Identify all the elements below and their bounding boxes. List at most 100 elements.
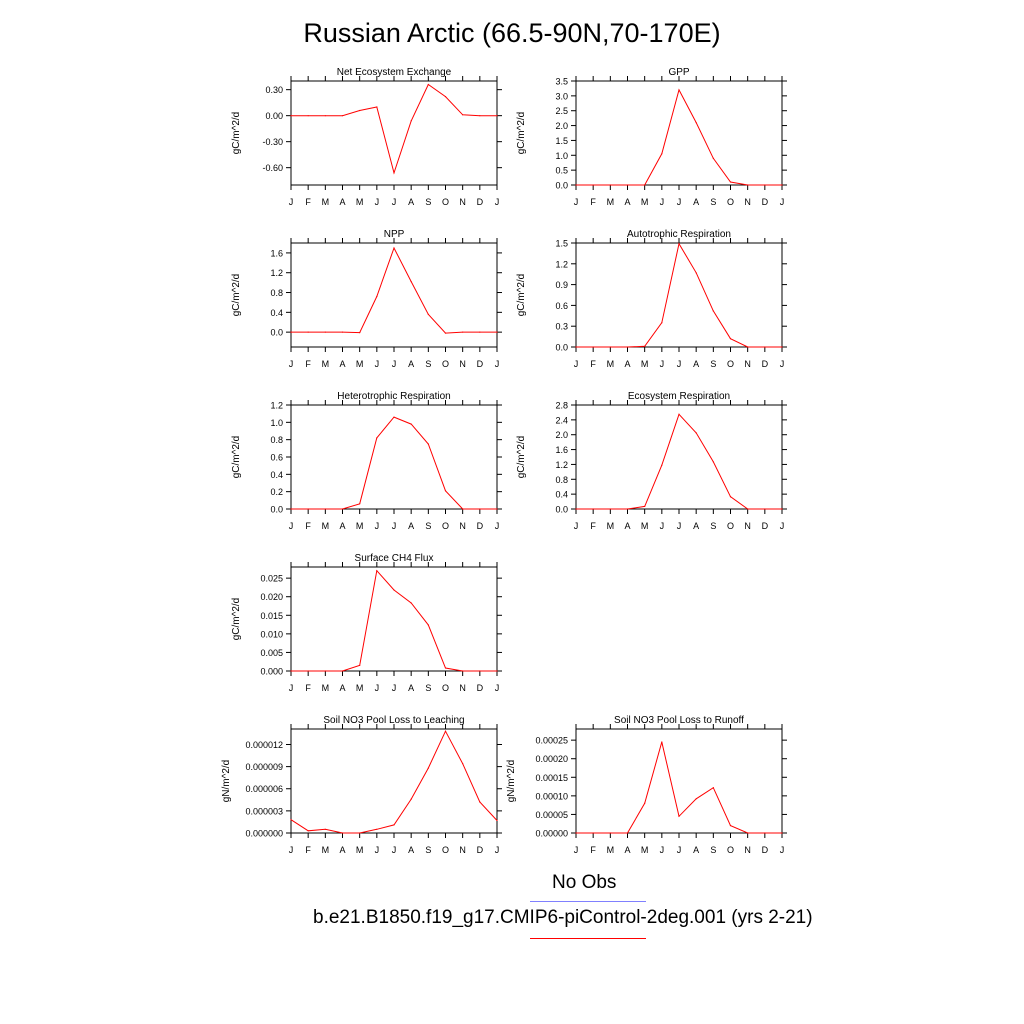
data-point-npp-3 bbox=[341, 331, 344, 333]
data-point-nee-3 bbox=[341, 115, 344, 117]
x-tick-label-gpp-11: D bbox=[762, 197, 769, 207]
y-tick-label-ch4-0: 0.000 bbox=[260, 667, 283, 677]
x-tick-label-npp-6: J bbox=[392, 359, 397, 369]
x-tick-label-er-10: N bbox=[744, 521, 751, 531]
data-point-hr-7 bbox=[410, 423, 412, 425]
x-tick-label-gpp-7: A bbox=[693, 197, 699, 207]
x-tick-label-runoff-12: J bbox=[780, 845, 785, 855]
y-tick-label-er-6: 2.4 bbox=[555, 415, 568, 425]
x-tick-label-nee-6: J bbox=[392, 197, 397, 207]
data-point-er-2 bbox=[609, 508, 611, 510]
x-tick-label-er-0: J bbox=[574, 521, 579, 531]
y-tick-label-er-4: 1.6 bbox=[555, 445, 568, 455]
x-tick-label-leach-11: D bbox=[477, 845, 484, 855]
x-tick-label-npp-8: S bbox=[425, 359, 431, 369]
x-tick-label-gpp-0: J bbox=[574, 197, 579, 207]
data-point-npp-1 bbox=[307, 331, 309, 333]
data-point-runoff-2 bbox=[609, 832, 611, 834]
data-point-npp-11 bbox=[479, 331, 481, 333]
data-point-er-10 bbox=[747, 508, 749, 510]
data-point-er-0 bbox=[575, 508, 577, 510]
panel-title-hr: Heterotrophic Respiration bbox=[337, 391, 450, 402]
x-tick-label-hr-12: J bbox=[495, 521, 500, 531]
x-tick-label-hr-8: S bbox=[425, 521, 431, 531]
data-point-runoff-1 bbox=[592, 832, 594, 834]
data-point-leach-1 bbox=[307, 830, 309, 832]
data-point-ch4-10 bbox=[462, 670, 464, 672]
data-point-runoff-11 bbox=[764, 832, 766, 834]
data-point-ch4-9 bbox=[444, 667, 447, 669]
data-point-hr-4 bbox=[359, 503, 361, 505]
data-point-runoff-5 bbox=[661, 741, 663, 743]
data-point-er-12 bbox=[781, 508, 783, 510]
x-tick-label-er-4: M bbox=[641, 521, 649, 531]
data-point-nee-5 bbox=[376, 106, 378, 108]
data-point-leach-3 bbox=[341, 832, 344, 834]
x-tick-label-nee-2: M bbox=[322, 197, 330, 207]
data-point-ar-3 bbox=[626, 346, 629, 348]
x-tick-label-nee-4: M bbox=[356, 197, 364, 207]
x-tick-label-gpp-9: O bbox=[727, 197, 734, 207]
data-point-er-11 bbox=[764, 508, 766, 510]
x-tick-label-ar-12: J bbox=[780, 359, 785, 369]
x-tick-label-hr-6: J bbox=[392, 521, 397, 531]
y-tick-label-er-1: 0.4 bbox=[555, 490, 568, 500]
y-tick-label-gpp-1: 0.5 bbox=[555, 166, 568, 176]
data-point-hr-6 bbox=[393, 416, 395, 418]
data-point-gpp-12 bbox=[781, 184, 783, 186]
data-point-runoff-9 bbox=[729, 824, 732, 827]
y-tick-label-npp-0: 0.0 bbox=[270, 328, 283, 338]
x-tick-label-hr-9: O bbox=[442, 521, 449, 531]
x-tick-label-nee-12: J bbox=[495, 197, 500, 207]
data-point-gpp-5 bbox=[661, 153, 663, 155]
x-tick-label-runoff-10: N bbox=[744, 845, 751, 855]
x-tick-label-leach-6: J bbox=[392, 845, 397, 855]
panel-title-gpp: GPP bbox=[668, 67, 689, 78]
x-tick-label-ch4-10: N bbox=[459, 683, 466, 693]
data-point-runoff-4 bbox=[644, 802, 646, 804]
x-tick-label-ar-8: S bbox=[710, 359, 716, 369]
data-point-leach-0 bbox=[290, 819, 292, 821]
x-tick-label-gpp-3: A bbox=[624, 197, 630, 207]
x-tick-label-ch4-9: O bbox=[442, 683, 449, 693]
y-tick-label-npp-2: 0.8 bbox=[270, 288, 283, 298]
x-tick-label-er-12: J bbox=[780, 521, 785, 531]
data-point-npp-9 bbox=[444, 332, 447, 334]
panel-title-leach: Soil NO3 Pool Loss to Leaching bbox=[323, 715, 464, 726]
panel-ylabel-er: gC/m^2/d bbox=[516, 436, 527, 479]
x-tick-label-nee-7: A bbox=[408, 197, 414, 207]
x-tick-label-runoff-6: J bbox=[677, 845, 682, 855]
data-point-hr-0 bbox=[290, 508, 292, 510]
x-tick-label-er-6: J bbox=[677, 521, 682, 531]
y-tick-label-runoff-2: 0.00010 bbox=[535, 791, 568, 801]
data-point-ar-8 bbox=[712, 310, 714, 312]
panel-frame-nee bbox=[290, 80, 498, 186]
data-point-gpp-6 bbox=[678, 89, 680, 91]
data-point-ch4-5 bbox=[376, 570, 378, 572]
series-line-ar bbox=[576, 242, 782, 348]
y-tick-label-leach-0: 0.000000 bbox=[245, 829, 283, 839]
y-tick-label-ch4-3: 0.015 bbox=[260, 611, 283, 621]
x-tick-label-leach-2: M bbox=[322, 845, 330, 855]
data-point-hr-3 bbox=[341, 508, 344, 510]
x-tick-label-ar-9: O bbox=[727, 359, 734, 369]
x-tick-label-runoff-4: M bbox=[641, 845, 649, 855]
y-tick-label-ar-3: 0.9 bbox=[555, 280, 568, 290]
y-tick-label-gpp-5: 2.5 bbox=[555, 106, 568, 116]
y-tick-label-runoff-0: 0.00000 bbox=[535, 829, 568, 839]
y-tick-label-gpp-2: 1.0 bbox=[555, 151, 568, 161]
x-tick-label-gpp-1: F bbox=[590, 197, 596, 207]
panel-title-ar: Autotrophic Respiration bbox=[627, 229, 731, 240]
data-point-ch4-2 bbox=[324, 670, 326, 672]
y-tick-label-nee-1: -0.30 bbox=[262, 137, 283, 147]
x-tick-label-gpp-6: J bbox=[677, 197, 682, 207]
data-point-npp-10 bbox=[462, 331, 464, 333]
x-tick-label-npp-5: J bbox=[375, 359, 380, 369]
y-tick-label-ch4-1: 0.005 bbox=[260, 648, 283, 658]
data-point-ar-12 bbox=[781, 346, 783, 348]
series-line-nee bbox=[291, 83, 497, 175]
data-point-er-5 bbox=[661, 464, 663, 466]
